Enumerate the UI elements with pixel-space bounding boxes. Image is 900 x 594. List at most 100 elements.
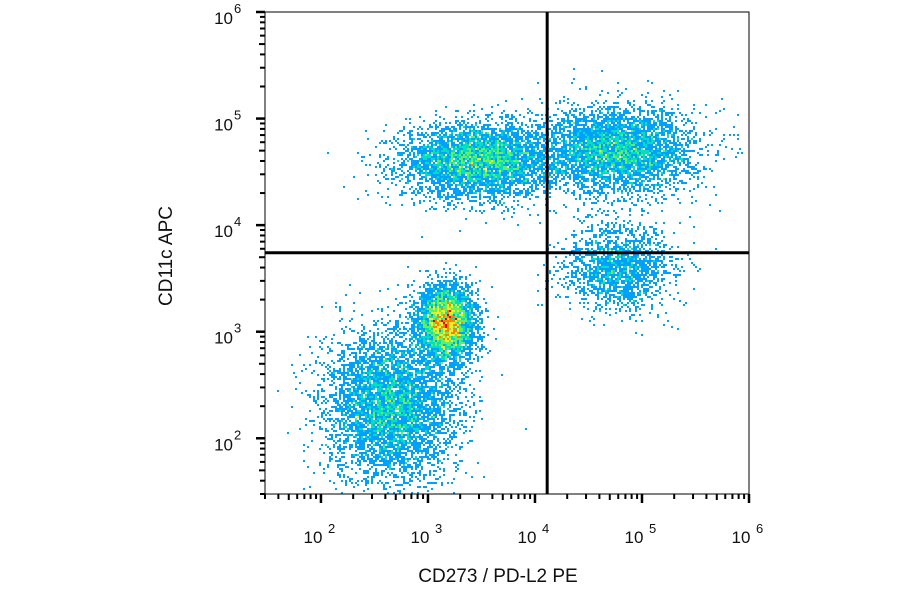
density-dot [487,140,489,142]
density-dot [657,152,659,154]
density-dot [471,176,473,178]
density-dot [603,120,605,122]
density-dot [631,146,633,148]
density-dot [655,166,657,168]
density-dot [531,188,533,190]
density-dot [625,242,627,244]
density-dot [633,144,635,146]
density-dot [599,242,601,244]
density-dot [645,136,647,138]
density-dot [533,168,535,170]
density-dot [401,178,403,180]
density-dot [531,142,533,144]
density-dot [609,146,611,148]
density-dot [505,126,507,128]
density-dot [635,254,637,256]
density-dot [639,112,641,114]
density-dot [465,154,467,156]
density-dot [497,182,499,184]
density-dot [553,136,555,138]
density-dot [613,186,615,188]
density-dot [521,162,523,164]
density-dot [459,156,461,158]
density-dot [527,208,529,210]
density-dot [663,138,665,140]
density-dot [575,174,577,176]
density-dot [483,128,485,130]
density-dot [407,144,409,146]
density-dot [597,152,599,154]
density-dot [453,168,455,170]
density-dot [679,180,681,182]
density-dot [633,244,635,246]
density-dot [507,168,509,170]
density-dot [617,112,619,114]
density-dot [595,140,597,142]
density-dot [419,138,421,140]
density-dot [663,198,665,200]
density-dot [441,152,443,154]
density-dot [473,164,475,166]
density-dot [461,184,463,186]
density-dot [399,144,401,146]
density-dot [479,168,481,170]
density-dot [587,138,589,140]
density-dot [513,134,515,136]
density-dot [605,230,607,232]
density-dot [617,264,619,266]
density-dot [605,186,607,188]
density-dot [439,172,441,174]
density-dot [489,144,491,146]
density-dot [527,166,529,168]
density-dot [671,152,673,154]
density-dot [635,240,637,242]
density-dot [441,128,443,130]
density-dot [539,152,541,154]
density-dot [589,144,591,146]
density-dot [473,186,475,188]
density-dot [459,164,461,166]
density-dot [645,146,647,148]
density-dot [519,138,521,140]
density-dot [647,160,649,162]
density-dot [659,140,661,142]
density-dot [479,166,481,168]
density-dot [481,150,483,152]
density-dot [585,162,587,164]
density-dot [565,172,567,174]
density-dot [629,154,631,156]
density-dot [675,170,677,172]
density-dot [561,166,563,168]
density-dot [593,120,595,122]
density-dot [479,184,481,186]
density-dot [693,150,695,152]
density-dot [567,166,569,168]
density-dot [599,148,601,150]
density-dot [575,170,577,172]
density-dot [517,142,519,144]
density-dot [617,176,619,178]
density-dot [577,256,579,258]
density-dot [489,184,491,186]
density-dot [465,176,467,178]
density-dot [619,144,621,146]
density-dot [571,146,573,148]
density-dot [473,104,475,106]
density-dot [475,162,477,164]
density-dot [511,166,513,168]
density-dot [621,128,623,130]
density-dot [721,98,723,100]
density-dot [647,212,649,214]
density-dot [655,258,657,260]
density-dot [533,142,535,144]
density-dot [585,180,587,182]
density-dot [397,152,399,154]
density-dot [639,240,641,242]
density-dot [495,152,497,154]
density-dot [409,118,411,120]
density-dot [453,128,455,130]
density-dot [611,150,613,152]
density-dot [635,124,637,126]
density-dot [503,160,505,162]
density-dot [501,130,503,132]
